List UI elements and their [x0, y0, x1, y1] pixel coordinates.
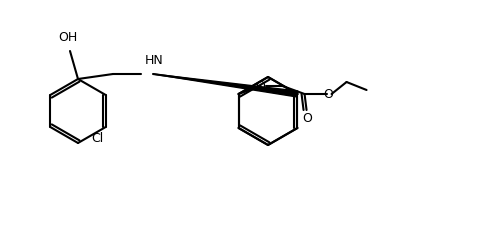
Polygon shape	[153, 75, 298, 98]
Text: Cl: Cl	[92, 131, 104, 144]
Text: OH: OH	[58, 31, 78, 44]
Text: O: O	[324, 87, 334, 100]
Text: O: O	[302, 112, 312, 125]
Text: O: O	[255, 79, 265, 92]
Text: HN: HN	[145, 54, 164, 67]
